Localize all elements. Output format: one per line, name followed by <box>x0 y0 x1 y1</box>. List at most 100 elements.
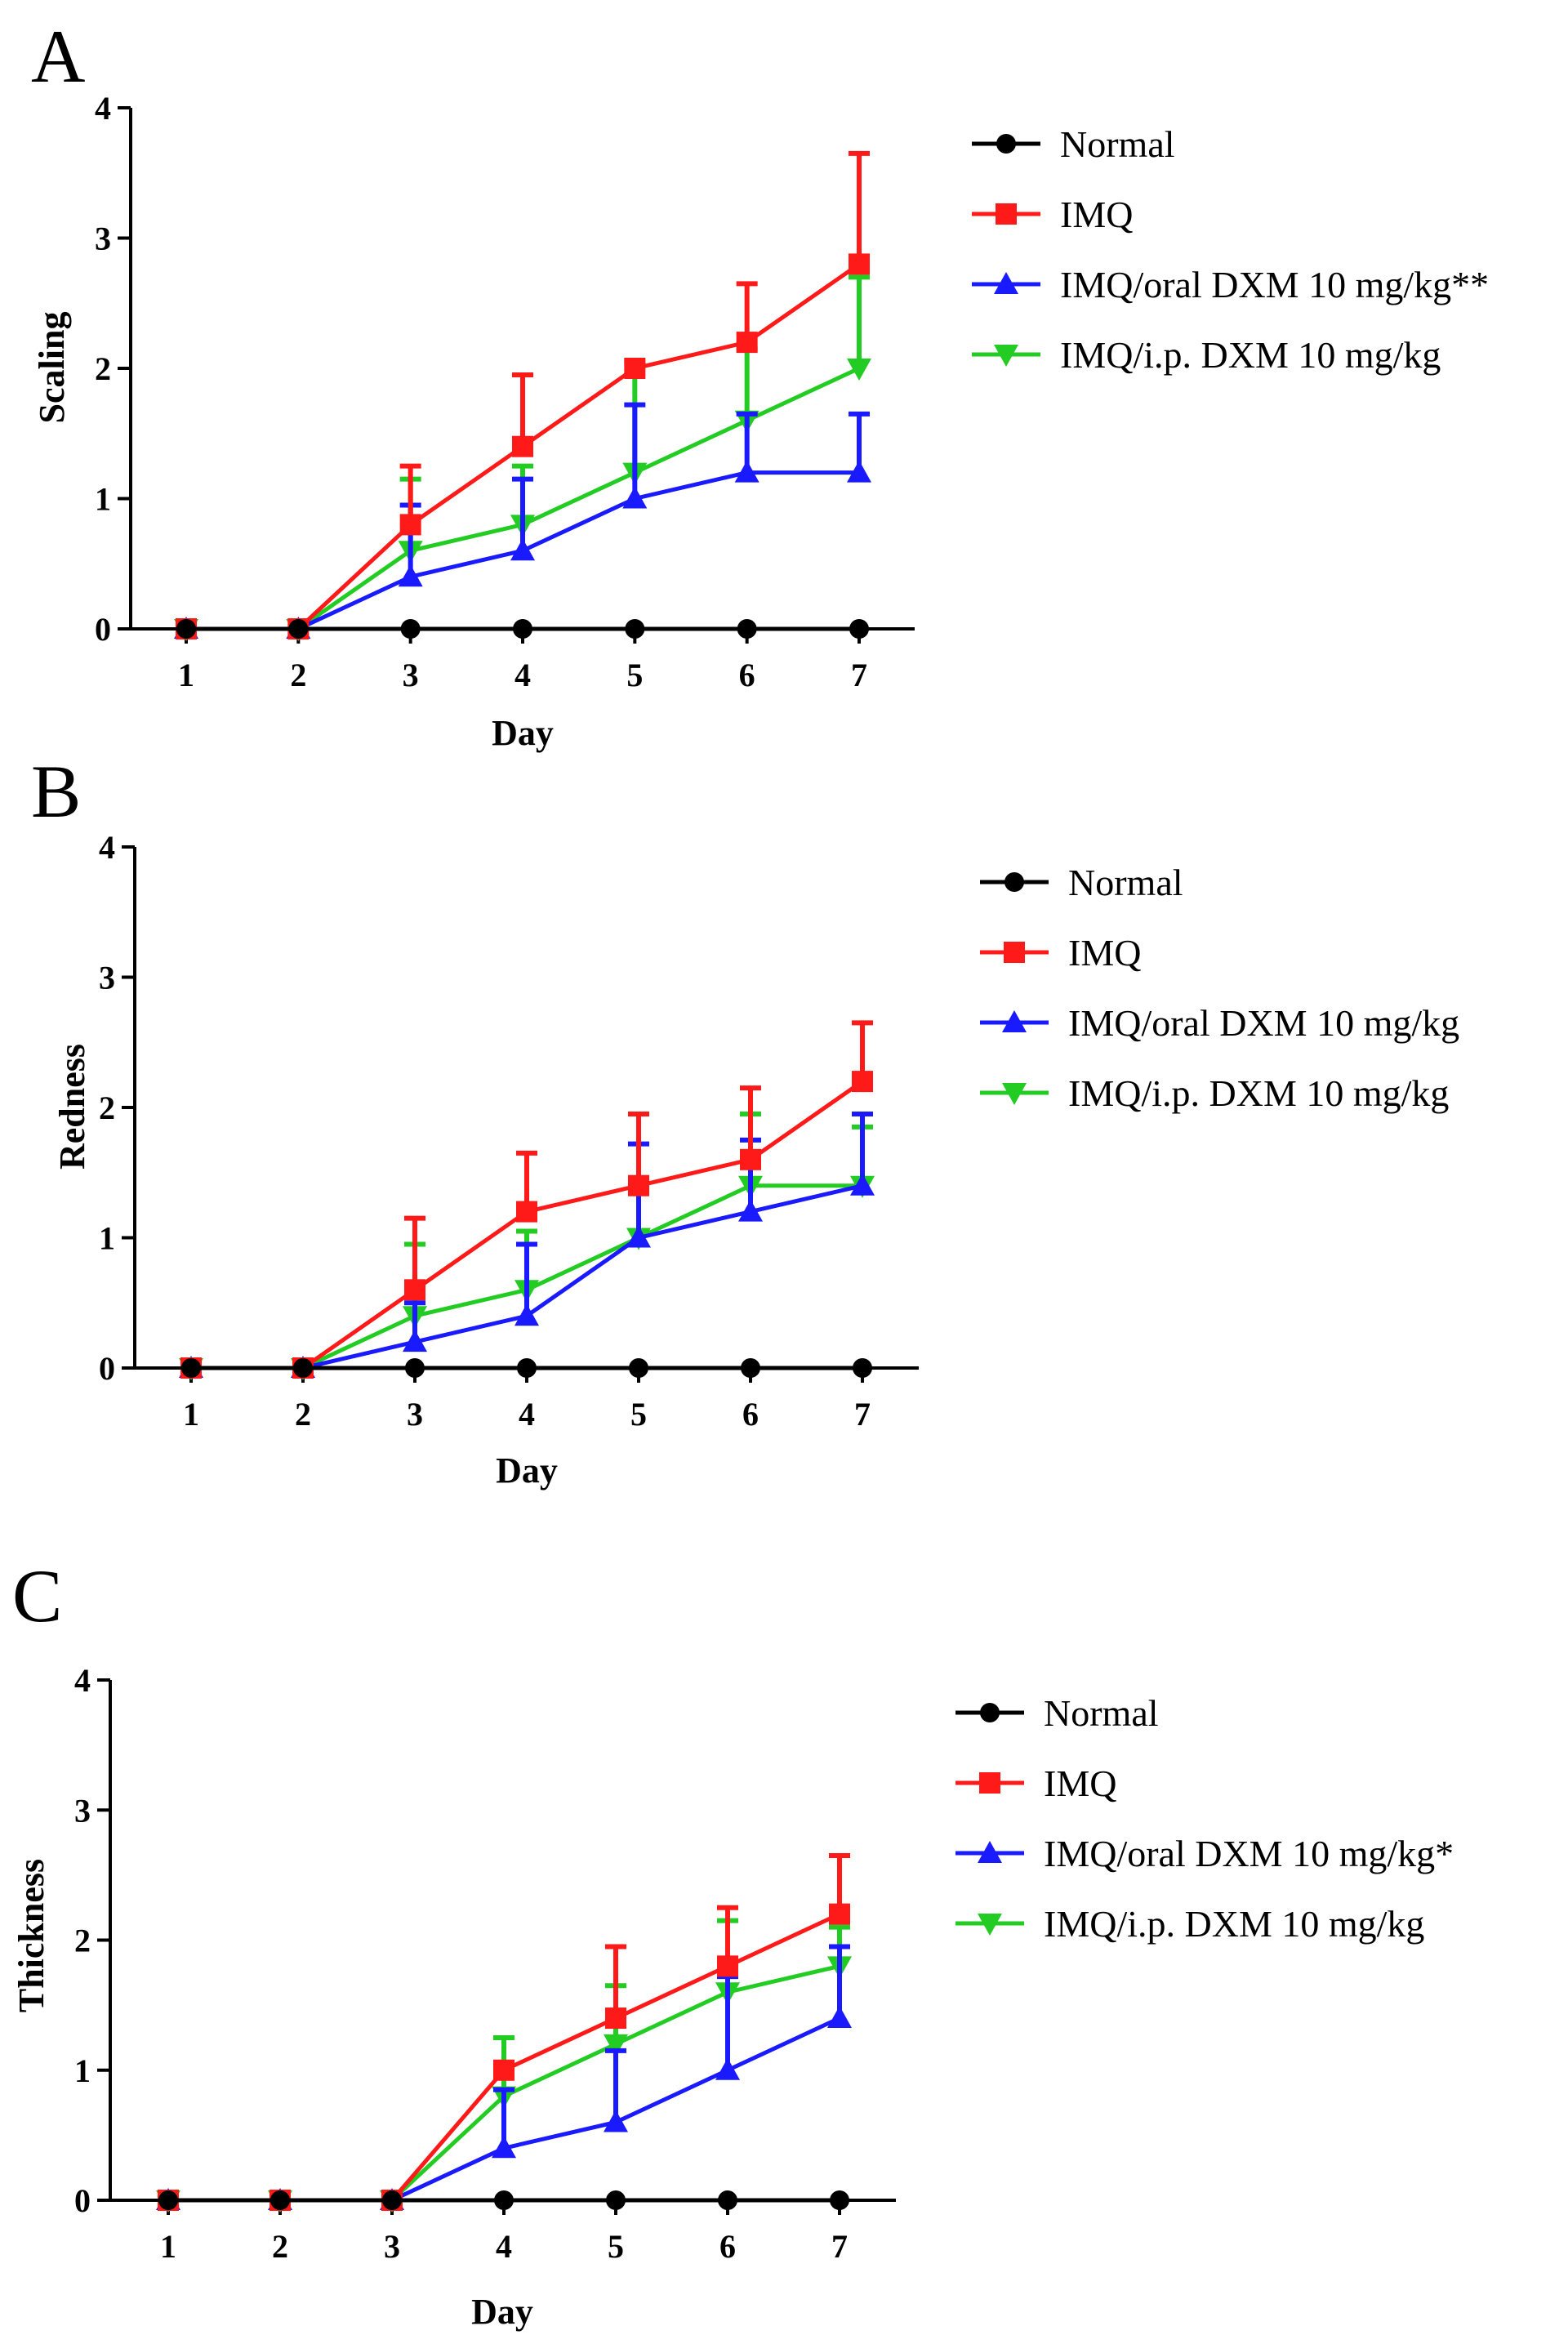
legend-item: Normal <box>956 1692 1159 1734</box>
legend-marker <box>1002 1083 1027 1105</box>
series-layer-c <box>156 1852 852 2212</box>
series-imq-i-p-dxm-10-mg-kg <box>174 274 871 641</box>
x-tick-label: 4 <box>496 2228 512 2265</box>
y-tick-label: 2 <box>95 350 111 387</box>
legend-item: IMQ <box>956 1762 1116 1804</box>
legend-marker <box>1004 942 1025 963</box>
x-axis-title: Day <box>492 713 554 753</box>
legend-marker <box>980 1703 1000 1722</box>
x-tick-label: 7 <box>831 2228 848 2265</box>
data-point <box>847 359 871 381</box>
data-point <box>403 1330 427 1352</box>
y-tick-label: 4 <box>99 829 115 866</box>
legend-label: IMQ/oral DXM 10 mg/kg* <box>1044 1833 1454 1874</box>
x-tick-label: 2 <box>290 657 306 693</box>
x-tick-label: 3 <box>407 1396 423 1433</box>
series-imq <box>176 150 870 639</box>
legend-marker <box>1004 872 1024 892</box>
legend-c: Normal IMQ IMQ/oral DXM 10 mg/kg* IMQ/i.p. … <box>956 1692 1454 1945</box>
panel-letter-b: B <box>31 750 81 833</box>
y-axis-title: Scaling <box>32 312 72 424</box>
x-tick-label: 2 <box>272 2228 288 2265</box>
x-tick-label: 7 <box>854 1396 871 1433</box>
data-point <box>604 2034 628 2056</box>
legend-b: Normal IMQ IMQ/oral DXM 10 mg/kg IMQ/i.p. D… <box>980 862 1459 1114</box>
data-point <box>852 1071 873 1093</box>
legend-label: Normal <box>1060 123 1175 165</box>
x-tick-label: 6 <box>719 2228 736 2265</box>
panel-b: B Redness Day 0 1 2 3 4 1 2 3 4 5 6 7 Normal IMQ IMQ/… <box>31 750 1459 1491</box>
legend-label: IMQ/oral DXM 10 mg/kg** <box>1060 264 1489 305</box>
data-point <box>493 2059 514 2081</box>
x-tick-label: 5 <box>608 2228 624 2265</box>
data-point <box>847 460 871 483</box>
x-tick-label: 1 <box>183 1396 199 1433</box>
data-point <box>605 2007 626 2030</box>
y-tick-label: 3 <box>95 221 111 257</box>
legend-item: IMQ <box>980 932 1141 974</box>
y-tick-label: 0 <box>74 2182 91 2219</box>
legend-marker <box>979 1772 1000 1794</box>
tick-labels-a: 0 1 2 3 4 1 2 3 4 5 6 7 <box>95 90 867 693</box>
legend-marker <box>996 203 1017 225</box>
x-tick-label: 7 <box>851 657 867 693</box>
panel-a: A Scaling Day 0 1 2 3 4 1 2 3 4 5 6 7 Normal IMQ IMQ/… <box>31 15 1489 753</box>
data-point <box>624 358 646 379</box>
data-point <box>516 1201 537 1223</box>
legend-marker <box>978 1914 1002 1936</box>
legend-item: IMQ/i.p. DXM 10 mg/kg <box>972 334 1441 376</box>
data-point <box>514 1303 539 1326</box>
legend-marker <box>1002 1010 1027 1032</box>
data-point <box>734 460 760 483</box>
panel-letter-c: C <box>12 1554 62 1638</box>
y-tick-label: 0 <box>99 1350 115 1387</box>
y-tick-label: 3 <box>74 1792 91 1829</box>
x-tick-label: 1 <box>160 2228 176 2265</box>
data-point <box>622 486 648 509</box>
y-tick-label: 1 <box>95 481 111 518</box>
x-tick-label: 3 <box>403 657 419 693</box>
legend-marker <box>978 1841 1002 1863</box>
legend-item: IMQ/i.p. DXM 10 mg/kg <box>980 1072 1449 1114</box>
legend-marker <box>994 272 1018 294</box>
data-point <box>510 538 535 561</box>
x-tick-label: 5 <box>626 657 643 693</box>
y-tick-label: 1 <box>99 1220 115 1257</box>
data-point <box>492 2136 516 2159</box>
x-axis-title: Day <box>471 2292 533 2332</box>
legend-label: Normal <box>1044 1692 1159 1734</box>
y-tick-label: 1 <box>74 2052 91 2089</box>
y-tick-label: 3 <box>99 960 115 996</box>
data-point <box>849 253 870 275</box>
panel-c: C Thickness Day 0 1 2 3 4 1 2 3 4 5 6 7 Normal IMQ IM… <box>11 1554 1454 2332</box>
legend-label: Normal <box>1068 862 1183 903</box>
legend-label: IMQ/i.p. DXM 10 mg/kg <box>1060 334 1441 376</box>
data-point <box>736 332 758 354</box>
legend-item: Normal <box>972 123 1175 165</box>
y-tick-label: 0 <box>95 611 111 648</box>
y-tick-label: 2 <box>74 1923 91 1959</box>
y-tick-label: 4 <box>95 90 111 127</box>
legend-marker <box>996 134 1016 154</box>
data-point <box>715 2057 740 2080</box>
legend-a: Normal IMQ IMQ/oral DXM 10 mg/kg** IMQ/i.p.… <box>972 123 1489 376</box>
x-tick-label: 4 <box>514 657 531 693</box>
panel-letter-a: A <box>31 15 85 98</box>
x-tick-label: 3 <box>384 2228 400 2265</box>
y-axis-title: Thickness <box>11 1859 51 2012</box>
data-point <box>829 1903 850 1925</box>
data-point <box>850 1173 875 1196</box>
legend-item: Normal <box>980 862 1183 903</box>
legend-marker <box>994 345 1018 367</box>
legend-item: IMQ/oral DXM 10 mg/kg* <box>956 1833 1454 1874</box>
legend-label: IMQ <box>1060 194 1133 235</box>
legend-label: IMQ <box>1068 932 1141 974</box>
legend-label: IMQ/oral DXM 10 mg/kg <box>1068 1002 1459 1044</box>
x-tick-label: 4 <box>519 1396 535 1433</box>
legend-label: IMQ/i.p. DXM 10 mg/kg <box>1068 1072 1449 1114</box>
x-tick-label: 6 <box>739 657 755 693</box>
data-point <box>626 1225 651 1248</box>
legend-item: IMQ/oral DXM 10 mg/kg <box>980 1002 1459 1044</box>
data-point <box>738 1199 763 1222</box>
x-tick-label: 2 <box>295 1396 311 1433</box>
